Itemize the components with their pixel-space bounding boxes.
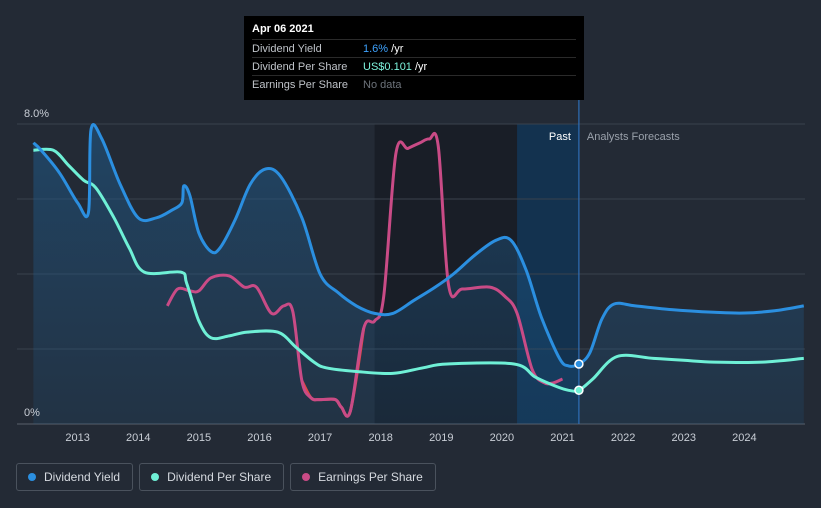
dividend-per-share-line: [33, 147, 804, 393]
legend-earnings-per-share[interactable]: Earnings Per Share: [290, 463, 436, 491]
legend-label: Earnings Per Share: [318, 470, 423, 484]
x-tick-label: 2019: [429, 432, 453, 444]
tooltip-label: Dividend Yield: [252, 42, 322, 55]
dividend-yield-area: [33, 124, 804, 425]
x-tick-label: 2015: [187, 432, 211, 444]
y-axis-top-label: 8.0%: [24, 108, 49, 120]
tooltip-date: Apr 06 2021: [252, 23, 314, 35]
legend-label: Dividend Per Share: [167, 470, 272, 484]
legend-dividend-per-share[interactable]: Dividend Per Share: [139, 463, 285, 491]
analysts-forecasts-label: Analysts Forecasts: [587, 131, 680, 143]
x-tick-label: 2017: [308, 432, 332, 444]
tooltip-value: US$0.101: [363, 60, 412, 73]
x-tick-label: 2023: [672, 432, 696, 444]
x-tick-label: 2021: [550, 432, 574, 444]
legend-dot-icon: [302, 473, 311, 481]
legend-dividend-yield[interactable]: Dividend Yield: [16, 463, 134, 491]
x-tick-label: 2018: [368, 432, 392, 444]
legend-dot-icon: [28, 473, 36, 481]
tooltip-suffix: /yr: [411, 60, 428, 73]
earnings-per-share-line: [165, 132, 564, 418]
x-tick-label: 2014: [126, 432, 150, 444]
legend: Dividend Yield Dividend Per Share Earnin…: [16, 463, 436, 491]
tooltip: Apr 06 2021 Dividend Yield 1.6% /yr Divi…: [244, 16, 584, 100]
tooltip-value: 1.6%: [363, 42, 389, 55]
x-axis-ticks: 2013 2014 2015 2016 2017 2018 2019 2020 2021 2022…: [65, 432, 756, 444]
tooltip-value: No data: [363, 78, 402, 91]
tooltip-label: Earnings Per Share: [252, 78, 348, 91]
dividend-yield-line: [32, 123, 805, 368]
past-label: Past: [549, 131, 571, 143]
legend-dot-icon: [151, 473, 160, 481]
dividend-yield-marker[interactable]: [574, 359, 584, 369]
tooltip-row-dividend-per-share: Dividend Per Share US$0.101 /yr: [252, 57, 576, 75]
tooltip-label: Dividend Per Share: [252, 60, 348, 73]
tooltip-suffix: /yr: [388, 42, 404, 55]
x-tick-label: 2020: [490, 432, 514, 444]
tooltip-row-earnings-per-share: Earnings Per Share No data: [252, 75, 576, 93]
x-tick-label: 2022: [611, 432, 635, 444]
tooltip-row-dividend-yield: Dividend Yield 1.6% /yr: [252, 39, 576, 57]
x-tick-label: 2016: [247, 432, 271, 444]
x-tick-label: 2024: [732, 432, 756, 444]
dividend-per-share-marker[interactable]: [574, 385, 584, 395]
x-tick-label: 2013: [65, 432, 89, 444]
legend-label: Dividend Yield: [44, 470, 121, 484]
y-axis-bottom-label: 0%: [24, 407, 40, 419]
